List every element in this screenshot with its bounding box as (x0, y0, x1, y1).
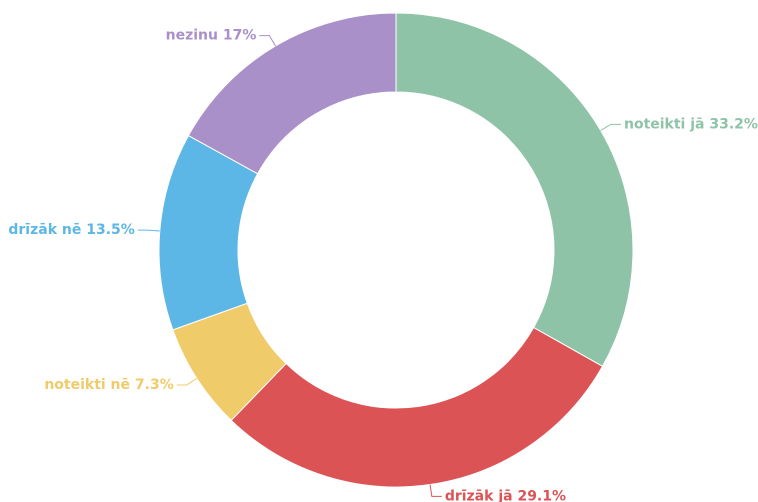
leader-line (137, 229, 160, 232)
label-value: 17% (223, 28, 257, 44)
label-value: 7.3% (135, 377, 174, 393)
leader-line (429, 484, 442, 497)
data-label: drīzāk nē 13.5% (8, 222, 134, 238)
label-name: noteikti jā (624, 116, 705, 132)
donut-slice (230, 326, 604, 488)
leader-line (176, 378, 198, 386)
label-name: nezinu (166, 28, 218, 44)
donut-slice (395, 12, 634, 368)
label-value: 29.1% (517, 488, 566, 502)
leader-line (600, 123, 621, 131)
data-label: noteikti jā 33.2% (624, 116, 758, 132)
data-label: drīzāk jā 29.1% (445, 488, 566, 502)
label-value: 13.5% (86, 222, 135, 238)
label-name: noteikti nē (44, 377, 130, 393)
label-value: 33.2% (709, 116, 758, 132)
label-name: drīzāk jā (445, 488, 513, 502)
donut-slice (187, 12, 397, 175)
data-label: noteikti nē 7.3% (44, 377, 173, 393)
label-name: drīzāk nē (8, 222, 81, 238)
leader-line (259, 35, 276, 47)
data-label: nezinu 17% (166, 28, 257, 44)
